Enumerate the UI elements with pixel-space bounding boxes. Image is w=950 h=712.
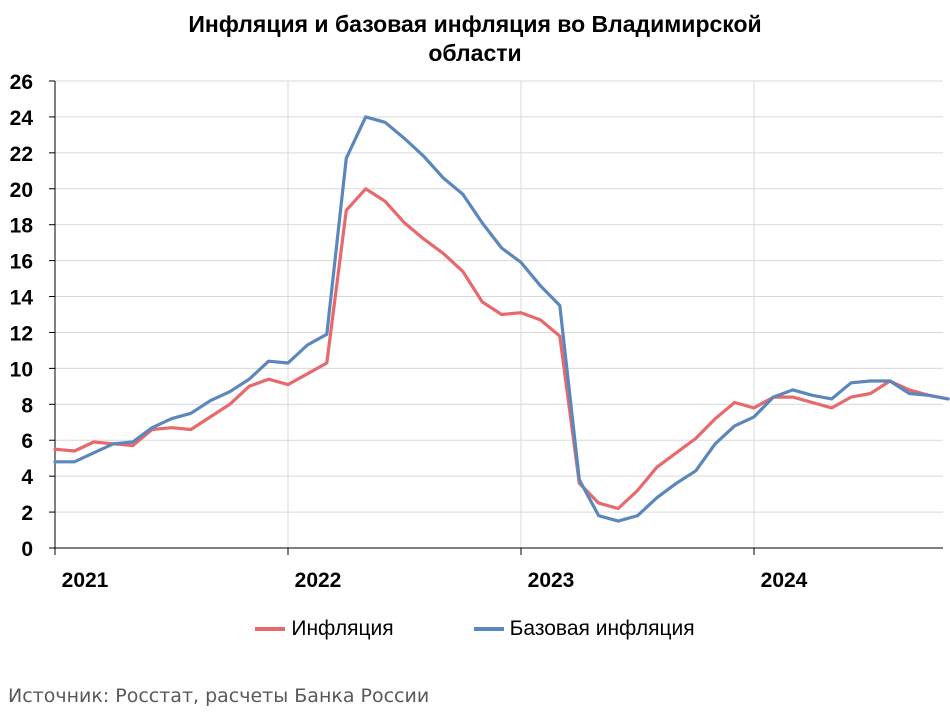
axes: [49, 80, 943, 555]
series-line-inflation: [53, 187, 950, 511]
y-tick-label: 14: [10, 287, 34, 310]
y-tick-label: 0: [21, 538, 33, 561]
y-tick-label: 8: [21, 394, 33, 417]
y-tick-label: 16: [10, 251, 33, 274]
legend-item-inflation: Инфляция: [255, 617, 394, 641]
series-line-core-inflation: [53, 115, 950, 523]
y-tick-label: 6: [21, 430, 33, 453]
y-tick-label: 10: [10, 358, 33, 381]
y-tick-label: 2: [21, 502, 33, 525]
legend: Инфляция Базовая инфляция: [0, 617, 950, 641]
y-tick-label: 24: [10, 107, 34, 130]
series-lines: [53, 115, 950, 523]
legend-swatch-inflation: [255, 627, 286, 631]
chart-title-line-2: области: [428, 40, 522, 66]
legend-item-core-inflation: Базовая инфляция: [473, 617, 695, 641]
x-tick-label: 2024: [761, 569, 808, 592]
x-tick-labels: 2021 2022 2023 2024: [62, 569, 808, 592]
y-tick-label: 4: [21, 466, 33, 489]
x-tick-label: 2023: [528, 569, 575, 592]
grid-lines: [55, 80, 943, 548]
y-tick-label: 22: [10, 143, 33, 166]
y-tick-label: 26: [10, 71, 33, 94]
y-tick-label: 12: [10, 322, 33, 345]
y-tick-label: 18: [10, 215, 34, 238]
source-note: Источник: Росстат, расчеты Банка России: [8, 685, 430, 707]
chart-title-line-1: Инфляция и базовая инфляция во Владимирс…: [188, 11, 762, 37]
chart-title: Инфляция и базовая инфляция во Владимирс…: [0, 10, 950, 68]
x-tick-label: 2021: [62, 569, 109, 592]
y-tick-label: 20: [10, 179, 33, 202]
x-tick-label: 2022: [295, 569, 342, 592]
legend-label-inflation: Инфляция: [291, 617, 394, 640]
legend-swatch-core-inflation: [473, 627, 504, 631]
legend-label-core-inflation: Базовая инфляция: [509, 617, 695, 640]
